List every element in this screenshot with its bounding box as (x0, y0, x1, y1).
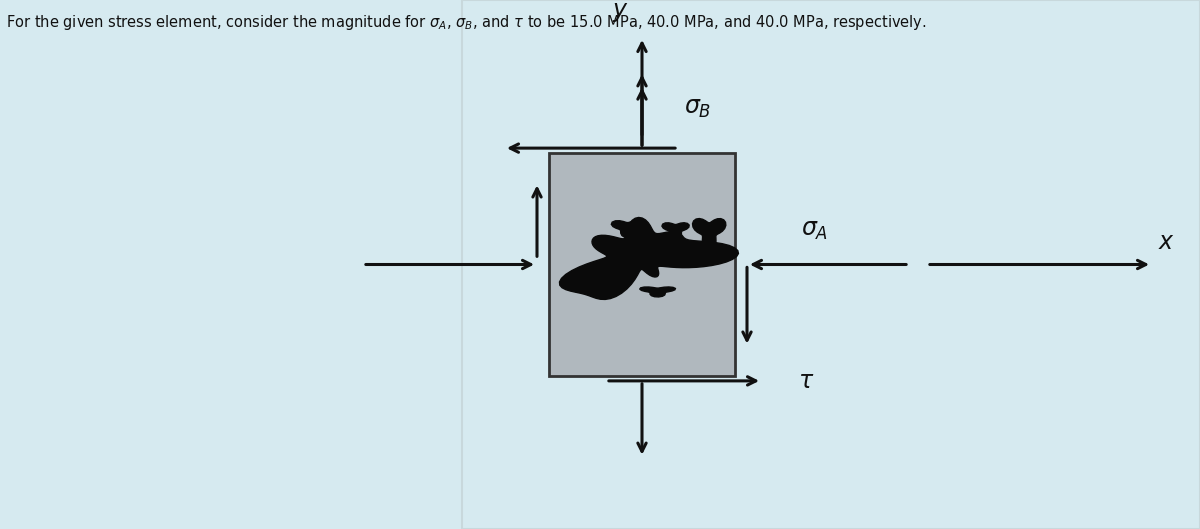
Text: $\sigma_B$: $\sigma_B$ (684, 96, 712, 121)
Polygon shape (559, 217, 738, 299)
Polygon shape (692, 218, 726, 250)
Polygon shape (590, 281, 629, 292)
Bar (462, 0, 1200, 529)
Bar (550, 153, 734, 376)
Text: $y$: $y$ (612, 0, 629, 24)
Polygon shape (662, 223, 689, 239)
Text: $\sigma_A$: $\sigma_A$ (802, 218, 828, 242)
Polygon shape (640, 287, 676, 297)
Text: $\tau$: $\tau$ (798, 369, 815, 393)
Text: $x$: $x$ (1158, 230, 1175, 254)
Polygon shape (611, 221, 643, 238)
Text: For the given stress element, consider the magnitude for $\sigma_A$, $\sigma_B$,: For the given stress element, consider t… (6, 13, 926, 32)
